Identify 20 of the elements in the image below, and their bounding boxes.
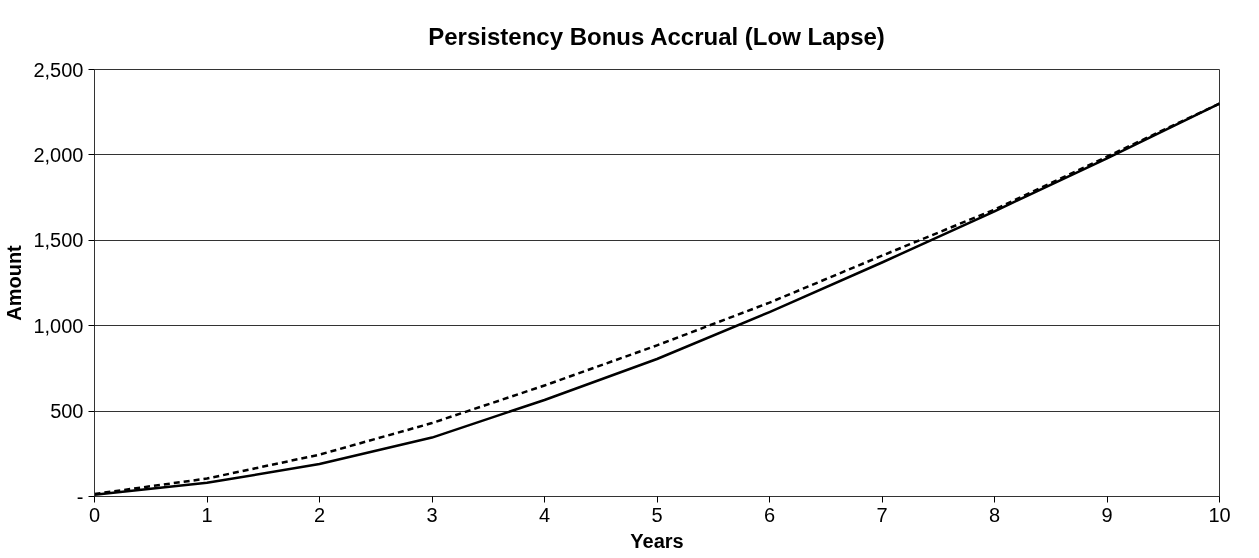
- x-tick-label: 1: [201, 503, 213, 526]
- y-tick-label: -: [76, 485, 84, 508]
- x-tick-label: 5: [651, 503, 663, 526]
- y-tick-label: 2,000: [33, 143, 84, 166]
- x-tick-label: 4: [538, 503, 551, 526]
- y-tick-label: 2,500: [33, 58, 84, 81]
- x-tick-label: 0: [88, 503, 101, 526]
- y-tick-label: 1,000: [33, 314, 84, 337]
- x-axis-title: Years: [630, 529, 684, 552]
- x-tick-label: 9: [1101, 503, 1113, 526]
- y-tick-label: 1,500: [33, 229, 84, 252]
- x-tick-label: 2: [313, 503, 326, 526]
- x-tick-label: 3: [426, 503, 438, 526]
- y-axis-title: Amount: [3, 244, 26, 321]
- chart-title: Persistency Bonus Accrual (Low Lapse): [428, 22, 885, 50]
- x-tick-label: 6: [763, 503, 776, 526]
- x-tick-label: 8: [988, 503, 1001, 526]
- y-tick-label: 500: [50, 400, 84, 423]
- x-tick-label: 10: [1208, 503, 1231, 526]
- x-tick-label: 7: [876, 503, 888, 526]
